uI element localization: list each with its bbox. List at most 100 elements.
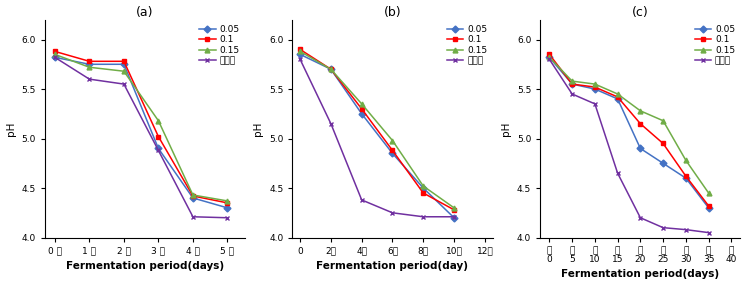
Y-axis label: pH: pH <box>254 121 263 136</box>
0.15 <box>85 66 94 69</box>
미첸가 <box>388 211 397 215</box>
미첸가 <box>636 216 645 219</box>
미첸가 <box>154 149 163 152</box>
Title: (a): (a) <box>136 5 154 19</box>
Line: 0.15: 0.15 <box>52 52 230 203</box>
미첸가 <box>659 226 668 229</box>
0.05 <box>51 56 60 59</box>
Line: 0.1: 0.1 <box>547 52 711 208</box>
Title: (c): (c) <box>632 5 649 19</box>
미첸가 <box>295 58 304 61</box>
0.1 <box>388 149 397 152</box>
Line: 0.05: 0.05 <box>52 55 230 210</box>
미첸가 <box>613 172 622 175</box>
0.15 <box>154 119 163 123</box>
0.05 <box>659 162 668 165</box>
0.1 <box>189 194 198 198</box>
미첸가 <box>327 122 336 125</box>
0.15 <box>704 191 713 195</box>
0.05 <box>568 82 577 86</box>
0.05 <box>613 97 622 101</box>
Y-axis label: pH: pH <box>5 121 16 136</box>
0.05 <box>419 186 427 190</box>
0.1 <box>450 208 459 211</box>
0.1 <box>545 53 554 56</box>
0.15 <box>295 50 304 53</box>
0.15 <box>568 80 577 83</box>
0.05 <box>85 63 94 66</box>
Y-axis label: pH: pH <box>501 121 511 136</box>
0.15 <box>223 199 232 203</box>
미첸가 <box>85 78 94 81</box>
미첸가 <box>681 228 690 231</box>
미첸가 <box>223 216 232 219</box>
0.15 <box>388 139 397 142</box>
Line: 미첸가: 미첸가 <box>547 57 711 235</box>
0.1 <box>295 48 304 51</box>
Line: 0.05: 0.05 <box>298 52 457 220</box>
미첸가 <box>189 215 198 219</box>
0.05 <box>636 147 645 150</box>
Line: 미첸가: 미첸가 <box>52 55 230 220</box>
0.15 <box>51 53 60 56</box>
0.15 <box>357 102 366 106</box>
0.1 <box>613 95 622 99</box>
0.1 <box>154 135 163 138</box>
0.05 <box>388 152 397 155</box>
0.15 <box>450 206 459 209</box>
0.1 <box>223 201 232 205</box>
0.1 <box>419 191 427 195</box>
0.1 <box>704 204 713 207</box>
0.15 <box>636 109 645 113</box>
0.05 <box>119 63 128 66</box>
미첸가 <box>450 215 459 219</box>
0.05 <box>545 56 554 59</box>
Line: 0.15: 0.15 <box>547 55 711 196</box>
0.1 <box>590 85 599 89</box>
0.1 <box>681 174 690 178</box>
0.15 <box>419 184 427 188</box>
0.05 <box>681 176 690 180</box>
Line: 0.1: 0.1 <box>298 47 457 212</box>
0.1 <box>568 82 577 86</box>
0.15 <box>327 68 336 71</box>
Legend: 0.05, 0.1, 0.15, 미첸가: 0.05, 0.1, 0.15, 미첸가 <box>446 24 488 66</box>
0.05 <box>357 112 366 115</box>
0.15 <box>681 159 690 162</box>
Title: (b): (b) <box>383 5 401 19</box>
0.1 <box>357 107 366 111</box>
Line: 미첸가: 미첸가 <box>298 57 457 219</box>
0.05 <box>704 206 713 209</box>
미첸가 <box>568 92 577 96</box>
0.1 <box>51 50 60 53</box>
미첸가 <box>419 215 427 219</box>
Line: 0.05: 0.05 <box>547 55 711 210</box>
0.15 <box>119 70 128 73</box>
0.05 <box>154 147 163 150</box>
미첸가 <box>119 82 128 86</box>
미첸가 <box>357 198 366 202</box>
X-axis label: Fermentation period(days): Fermentation period(days) <box>561 269 719 280</box>
Legend: 0.05, 0.1, 0.15, 미첸가: 0.05, 0.1, 0.15, 미첸가 <box>198 24 240 66</box>
X-axis label: Fermentation period(day): Fermentation period(day) <box>316 261 468 271</box>
0.1 <box>327 68 336 71</box>
0.05 <box>295 53 304 56</box>
0.05 <box>189 196 198 200</box>
미첸가 <box>704 231 713 234</box>
0.1 <box>119 60 128 63</box>
0.1 <box>636 122 645 125</box>
Line: 0.1: 0.1 <box>52 49 230 205</box>
0.15 <box>659 119 668 123</box>
X-axis label: Fermentation period(days): Fermentation period(days) <box>66 261 224 271</box>
0.1 <box>659 142 668 145</box>
Legend: 0.05, 0.1, 0.15, 미첸가: 0.05, 0.1, 0.15, 미첸가 <box>694 24 736 66</box>
미첸가 <box>51 56 60 59</box>
0.05 <box>223 206 232 209</box>
0.05 <box>590 87 599 91</box>
0.15 <box>590 82 599 86</box>
0.1 <box>85 60 94 63</box>
0.15 <box>613 92 622 96</box>
0.05 <box>450 216 459 219</box>
0.05 <box>327 68 336 71</box>
0.15 <box>189 193 198 197</box>
